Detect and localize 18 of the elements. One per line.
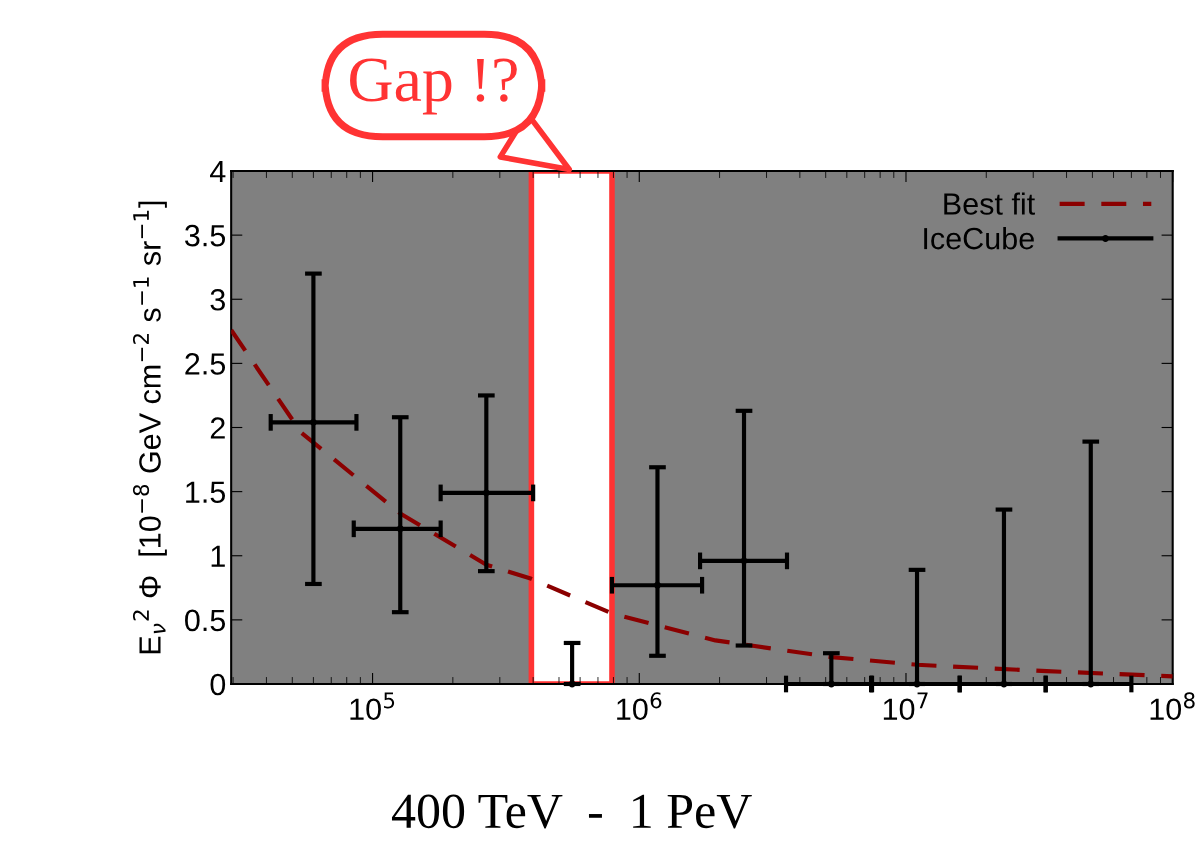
y-tick-label: 2: [210, 417, 225, 439]
y-tick-label: 0.5: [185, 609, 226, 632]
text: E$_{ν}$$^{2}$ Φ [10$^{−8}$ GeV cm$^{−2}$ s$^{−1}$ sr$^{−1}$]: [132, 201, 167, 654]
x-tick-label: 10$^{5}$: [350, 692, 395, 721]
band-label: 400 TeV - 1 PeV: [391, 794, 752, 829]
y-tick-label: 2.5: [185, 353, 226, 375]
x-tick-label: 10$^{7}$: [883, 692, 928, 721]
legend-label: IceCube: [924, 226, 1034, 250]
x-tick-label: 10$^{8}$: [1150, 692, 1195, 721]
legend-label: Best fit: [944, 192, 1035, 215]
text: Gap !?: [350, 58, 517, 115]
x-tick-label: 10$^{6}$: [617, 692, 662, 721]
y-tick-label: 4: [210, 161, 226, 183]
y-tick-label: 3: [210, 288, 225, 311]
y-tick-label: 3.5: [185, 224, 226, 247]
y-tick-label: 1: [211, 545, 225, 567]
y-tick-label: 0: [210, 673, 226, 696]
y-tick-label: 1.5: [186, 481, 226, 503]
